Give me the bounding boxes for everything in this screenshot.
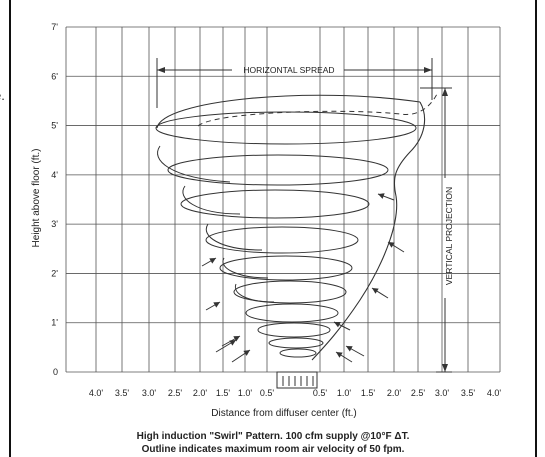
grid [65,26,501,373]
x-tick-label: 2.0' [387,388,402,398]
induction-arrow [205,301,221,311]
x-tick-label: 3.5' [461,388,476,398]
swirl-curve [234,283,275,303]
x-tick-label: 1.5' [361,388,376,398]
induction-arrow [231,349,251,363]
swirl-curve [182,185,241,215]
y-axis-label: Height above floor (ft.) [31,149,42,248]
x-tick-label: 0.5' [313,388,328,398]
x-axis-label: Distance from diffuser center (ft.) [211,408,356,419]
caption-line-1: High induction "Swirl" Pattern. 100 cfm … [136,431,410,442]
induction-arrow [371,287,389,299]
y-tick-label: 2' [51,268,58,278]
induction-arrow [333,321,351,331]
x-tick-label: 3.5' [115,388,130,398]
y-tick-label: 0 [53,367,58,377]
swirl-loop [268,337,324,349]
y-tick-label: 7' [51,22,58,32]
induction-arrow [201,257,217,267]
swirl-curve [205,223,263,251]
horizontal-spread-label: HORIZONTAL SPREAD [243,65,334,75]
clipped-side-text: e. [0,88,5,103]
x-tick-label: 2.5' [411,388,426,398]
y-tick-label: 1' [51,318,58,328]
caption-line-2: Outline indicates maximum room air veloc… [141,444,405,455]
x-tick-label: 1.0' [238,388,253,398]
x-tick-label: 4.0' [89,388,104,398]
x-tick-label: 1.5' [216,388,231,398]
induction-arrow [377,193,395,201]
x-tick-label: 3.0' [435,388,450,398]
swirl-loop [279,348,317,358]
swirl-loop [257,322,331,338]
x-tick-label: 3.0' [142,388,157,398]
swirl-loops [155,111,417,358]
y-tick-label: 6' [51,71,58,81]
y-tick-label: 3' [51,219,58,229]
vertical-projection-label: VERTICAL PROJECTION [444,187,454,285]
induction-arrow [345,345,365,357]
horizontal-spread-dimension [156,58,433,108]
x-tick-label: 0.5' [260,388,275,398]
swirl-loop [205,226,359,254]
swirl-loop [219,255,353,281]
x-tick-label: 2.5' [168,388,183,398]
x-tick-label: 4.0' [487,388,502,398]
y-tick-label: 4' [51,170,58,180]
induction-arrow [387,241,405,253]
swirl-curve [157,145,231,183]
swirl-loop [167,154,389,186]
dashed-swirl-segment [197,91,439,127]
x-tick-label: 1.0' [337,388,352,398]
swirl-curve [222,257,269,279]
swirl-loop [180,189,370,219]
induction-arrow [215,339,237,353]
induction-arrows [201,193,405,363]
vertical-projection-dimension [420,87,452,373]
induction-arrow [221,335,241,347]
swirl-loop [155,111,417,145]
induction-arrow [335,351,353,363]
swirl-outline [156,94,426,361]
swirl-loop [245,303,339,323]
x-tick-labels: 4.0' 3.5' 3.0' 2.5' 2.0' 1.5' 1.0' 0.5' 0.5' 1.0'… [89,388,502,398]
diffuser [276,371,318,389]
x-tick-label: 2.0' [193,388,208,398]
swirl-loop [233,280,347,304]
y-tick-labels: 0 1' 2' 3' 4' 5' 6' 7' [51,22,58,377]
y-tick-label: 5' [51,121,58,131]
